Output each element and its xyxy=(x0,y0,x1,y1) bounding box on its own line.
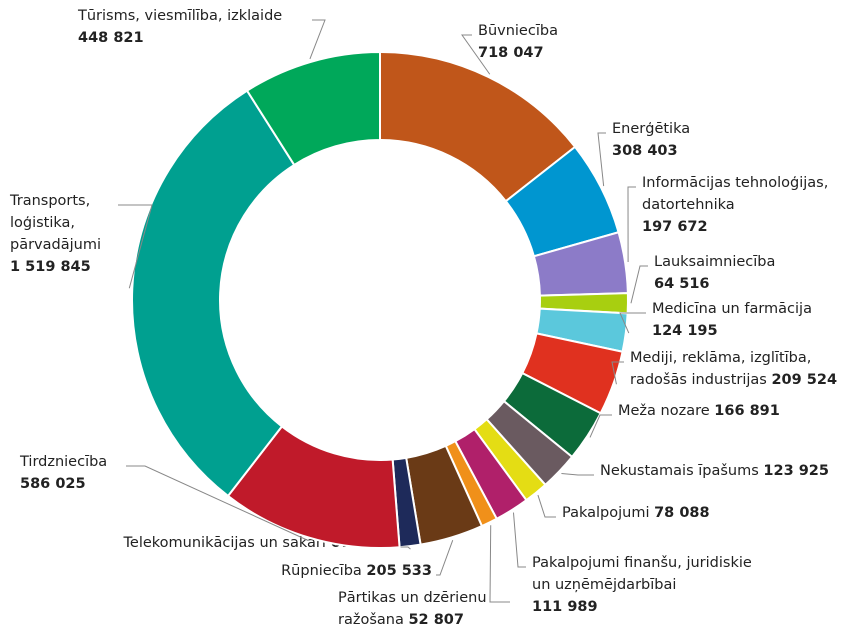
value-label: 448 821 xyxy=(78,30,144,46)
value-label: 78 088 xyxy=(654,505,710,521)
slice-label: Tūrisms, viesmīlība, izklaide 448 821 xyxy=(77,8,282,46)
category-label: radošās industrijas xyxy=(630,372,767,388)
leader-line xyxy=(561,472,594,476)
slice-label: Informācijas tehnoloģijas, datortehnika 19… xyxy=(642,175,828,235)
leader-line xyxy=(126,465,309,541)
leader-line xyxy=(537,494,556,518)
category-label: Tūrisms, viesmīlība, izklaide xyxy=(77,8,282,24)
slice-label: Pārtikas un dzērienu ražošana 52 807 xyxy=(338,590,487,628)
slice-label: Transports, loģistika, pārvadājumi 1 519 84… xyxy=(9,193,101,275)
value-label: 123 925 xyxy=(763,463,829,479)
value-label: 718 047 xyxy=(478,45,544,61)
slice-label: Enerģētika 308 403 xyxy=(612,121,690,159)
category-label: Rūpniecība xyxy=(281,563,362,579)
category-label: Mediji, reklāma, izglītība, xyxy=(630,350,811,366)
slice-label: Pakalpojumi 78 088 xyxy=(562,505,710,521)
leader-line xyxy=(118,204,153,289)
leader-line xyxy=(309,19,326,60)
value-label: 166 891 xyxy=(714,403,780,419)
leader-line xyxy=(611,361,624,385)
category-label: ražošana xyxy=(338,612,404,628)
value-label: 1 519 845 xyxy=(10,259,91,275)
slice-label: Nekustamais īpašums 123 925 xyxy=(600,463,829,479)
value-label: 111 989 xyxy=(532,599,598,615)
leader-line xyxy=(461,34,491,75)
slice-label: Rūpniecība 205 533 xyxy=(281,563,432,579)
category-label: Būvniecība xyxy=(478,23,558,39)
leader-line xyxy=(627,186,636,262)
category-label: Telekomunikācijas un sakari xyxy=(123,535,326,551)
slice-label: Mediji, reklāma, izglītība, radošās indus… xyxy=(630,350,837,388)
slice-label: Tirdzniecība 586 025 xyxy=(19,454,107,492)
value-label: 124 195 xyxy=(652,323,718,339)
value-label: 586 025 xyxy=(20,476,86,492)
value-label: 64 516 xyxy=(654,276,710,292)
donut-slice xyxy=(245,50,381,167)
category-label: Enerģētika xyxy=(612,121,690,137)
category-label: Pakalpojumi finanšu, juridiskie xyxy=(532,555,752,571)
leader-line xyxy=(597,132,606,187)
leader-line xyxy=(436,540,454,576)
slice-label: Medicīna un farmācija 124 195 xyxy=(652,301,812,339)
category-label: Nekustamais īpašums xyxy=(600,463,759,479)
category-label: Lauksaimniecība xyxy=(654,254,775,270)
slice-label: Būvniecība 718 047 xyxy=(478,23,558,61)
category-label: Pakalpojumi xyxy=(562,505,649,521)
category-label: pārvadājumi xyxy=(10,237,101,253)
category-label: un uzņēmējdarbībai xyxy=(532,577,676,593)
category-label: loģistika, xyxy=(10,215,75,231)
category-label: Tirdzniecība xyxy=(19,454,107,470)
category-label: Informācijas tehnoloģijas, xyxy=(642,175,828,191)
value-label: 205 533 xyxy=(366,563,432,579)
leader-line xyxy=(512,512,526,568)
leader-line xyxy=(589,414,612,438)
category-label: Pārtikas un dzērienu xyxy=(338,590,487,606)
value-label: 308 403 xyxy=(612,143,678,159)
category-label: Medicīna un farmācija xyxy=(652,301,812,317)
value-label: 209 524 xyxy=(771,372,837,388)
value-label: 197 672 xyxy=(642,219,708,235)
category-label: Transports, xyxy=(9,193,90,209)
slice-label: Pakalpojumi finanšu, juridiskie un uzņēmē… xyxy=(532,555,752,615)
slice-label: Meža nozare 166 891 xyxy=(618,403,780,419)
donut-slice xyxy=(131,89,296,498)
leader-line xyxy=(630,265,648,304)
value-label: 52 807 xyxy=(408,612,464,628)
category-label: Meža nozare xyxy=(618,403,710,419)
leader-line xyxy=(489,525,510,603)
slice-label: Lauksaimniecība 64 516 xyxy=(654,254,775,292)
leader-line xyxy=(619,312,646,334)
category-label: datortehnika xyxy=(642,197,735,213)
